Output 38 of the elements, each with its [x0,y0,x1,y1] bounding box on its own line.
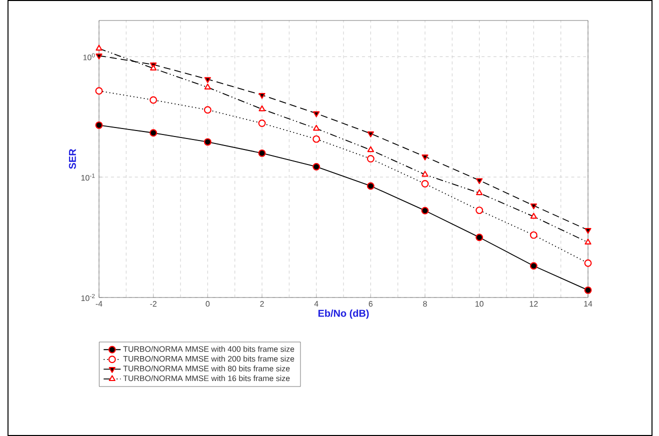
point [312,135,320,143]
point [422,154,428,160]
point [258,92,266,99]
point [150,128,158,136]
point [530,231,538,239]
point [530,262,538,270]
point [530,203,537,210]
point [258,119,266,127]
point [422,170,428,176]
point [421,206,429,214]
point [258,105,266,112]
point [366,182,374,190]
point [95,121,103,129]
point [584,259,592,267]
point [476,178,483,184]
point [258,149,266,157]
point [476,233,484,241]
point [584,238,592,244]
point [313,124,320,130]
point [367,131,374,138]
point [313,111,320,117]
point [204,138,212,146]
point [584,228,592,234]
point [204,106,212,114]
y-axis-title: SER [68,148,76,169]
point [204,76,211,83]
point [530,212,537,218]
point [476,206,484,214]
point [367,146,374,152]
point [95,86,103,94]
point [421,180,429,188]
point [584,286,592,294]
point [204,83,211,90]
x-axis-title: Eb/No (dB) [318,309,369,319]
point [366,154,374,162]
point [150,96,158,104]
point [476,189,483,195]
point [312,162,320,170]
